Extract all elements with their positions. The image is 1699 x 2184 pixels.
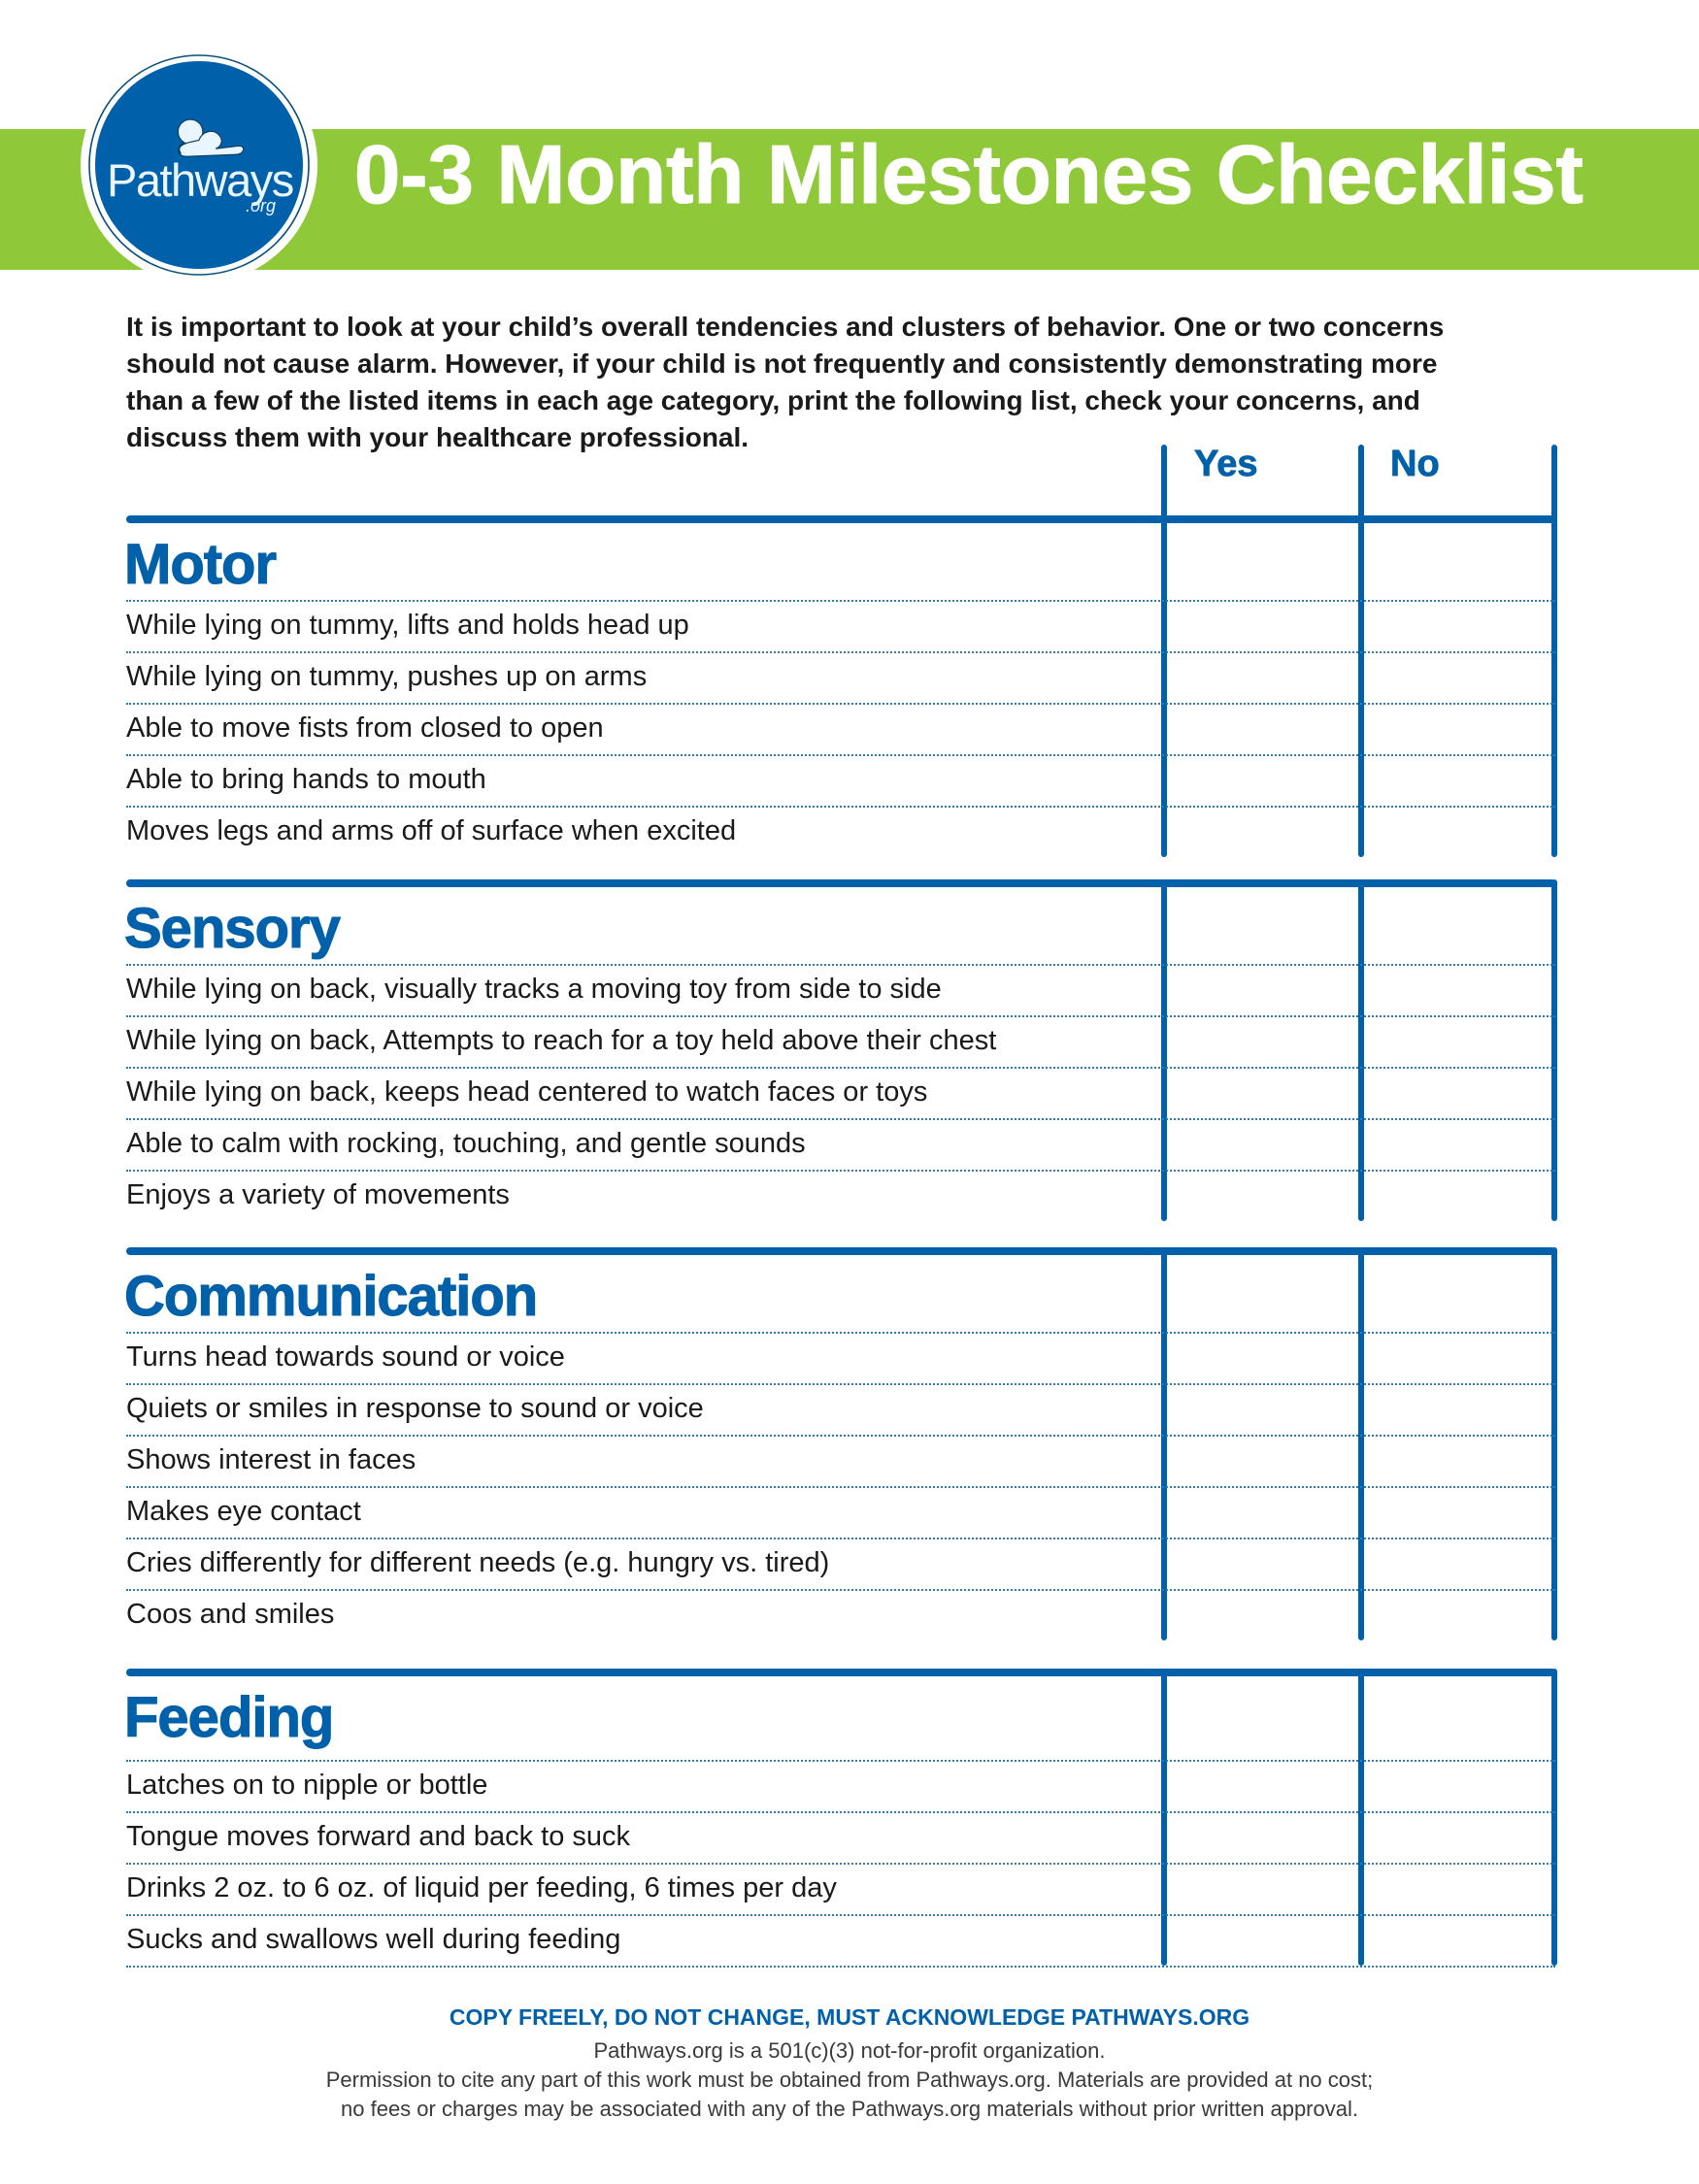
svg-text:.org: .org (246, 196, 276, 215)
